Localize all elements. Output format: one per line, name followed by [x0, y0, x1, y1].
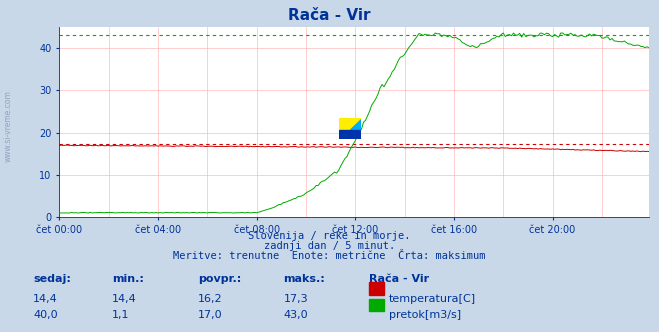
Text: temperatura[C]: temperatura[C] — [389, 294, 476, 304]
Text: pretok[m3/s]: pretok[m3/s] — [389, 310, 461, 320]
Text: 17,0: 17,0 — [198, 310, 222, 320]
Text: www.si-vreme.com: www.si-vreme.com — [3, 90, 13, 162]
Text: zadnji dan / 5 minut.: zadnji dan / 5 minut. — [264, 241, 395, 251]
Text: min.:: min.: — [112, 274, 144, 284]
Text: 16,2: 16,2 — [198, 294, 222, 304]
Text: Slovenija / reke in morje.: Slovenija / reke in morje. — [248, 231, 411, 241]
Text: 14,4: 14,4 — [33, 294, 58, 304]
Text: 17,3: 17,3 — [283, 294, 308, 304]
Text: sedaj:: sedaj: — [33, 274, 71, 284]
Text: povpr.:: povpr.: — [198, 274, 241, 284]
Text: 1,1: 1,1 — [112, 310, 130, 320]
Polygon shape — [339, 118, 361, 139]
Polygon shape — [339, 118, 361, 139]
Text: maks.:: maks.: — [283, 274, 325, 284]
Bar — [339, 130, 361, 139]
Text: 43,0: 43,0 — [283, 310, 308, 320]
Text: Rača - Vir: Rača - Vir — [288, 8, 371, 23]
Text: 14,4: 14,4 — [112, 294, 137, 304]
Text: Rača - Vir: Rača - Vir — [369, 274, 429, 284]
Text: 40,0: 40,0 — [33, 310, 57, 320]
Text: Meritve: trenutne  Enote: metrične  Črta: maksimum: Meritve: trenutne Enote: metrične Črta: … — [173, 251, 486, 261]
